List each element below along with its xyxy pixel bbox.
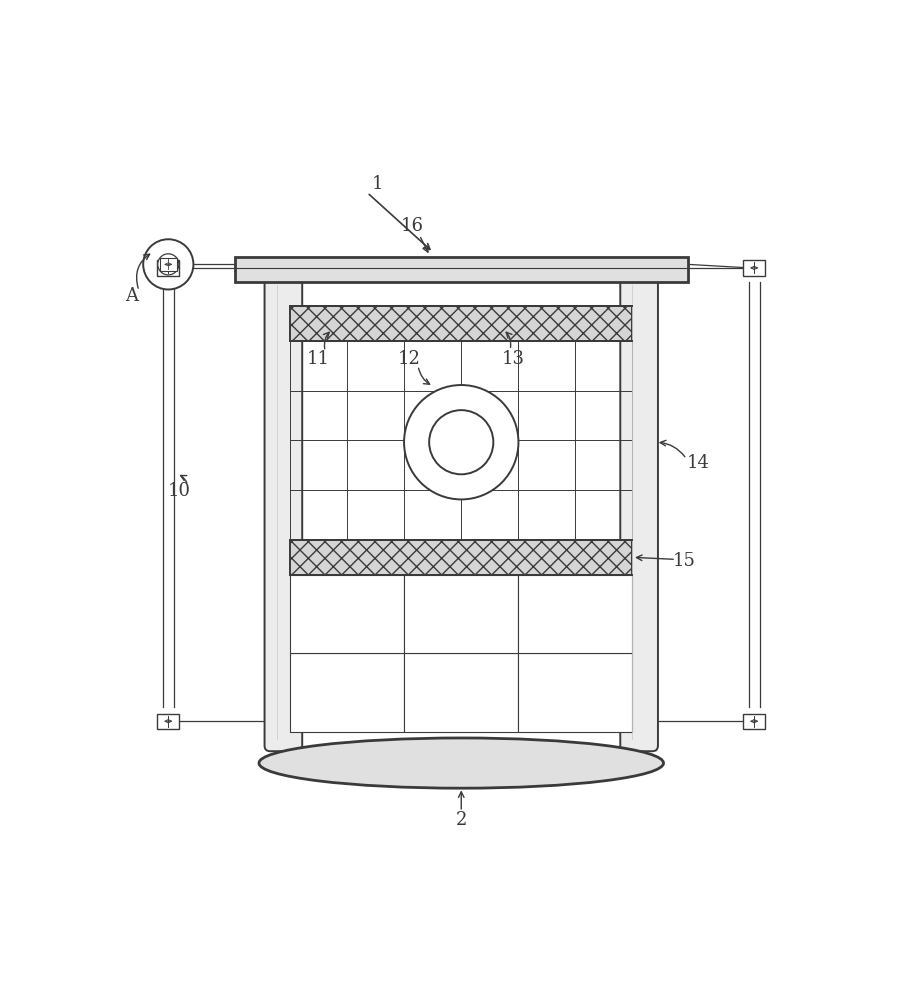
FancyBboxPatch shape <box>265 273 302 751</box>
Text: 1: 1 <box>372 175 383 193</box>
Bar <box>743 260 765 276</box>
Bar <box>291 653 404 732</box>
Bar <box>158 260 179 276</box>
Text: 15: 15 <box>673 552 696 570</box>
Circle shape <box>429 410 493 474</box>
Text: 2: 2 <box>455 811 467 829</box>
Bar <box>291 306 632 341</box>
Text: 11: 11 <box>307 350 329 368</box>
Circle shape <box>143 239 194 289</box>
Bar <box>291 341 632 540</box>
Bar <box>291 540 632 575</box>
Bar <box>158 714 179 729</box>
Bar <box>743 714 765 729</box>
Bar <box>159 258 177 271</box>
Circle shape <box>404 385 518 499</box>
Text: 10: 10 <box>167 482 190 500</box>
FancyBboxPatch shape <box>620 273 658 751</box>
Circle shape <box>158 254 179 275</box>
Text: 16: 16 <box>400 217 424 235</box>
Bar <box>291 575 404 653</box>
Ellipse shape <box>259 738 663 788</box>
Bar <box>404 653 518 732</box>
Text: 13: 13 <box>502 350 525 368</box>
Text: 14: 14 <box>687 454 710 472</box>
Bar <box>291 282 632 732</box>
Text: A: A <box>125 287 139 305</box>
Bar <box>518 575 632 653</box>
Text: 12: 12 <box>398 350 420 368</box>
Bar <box>235 257 688 282</box>
Bar <box>404 575 518 653</box>
Bar <box>518 653 632 732</box>
